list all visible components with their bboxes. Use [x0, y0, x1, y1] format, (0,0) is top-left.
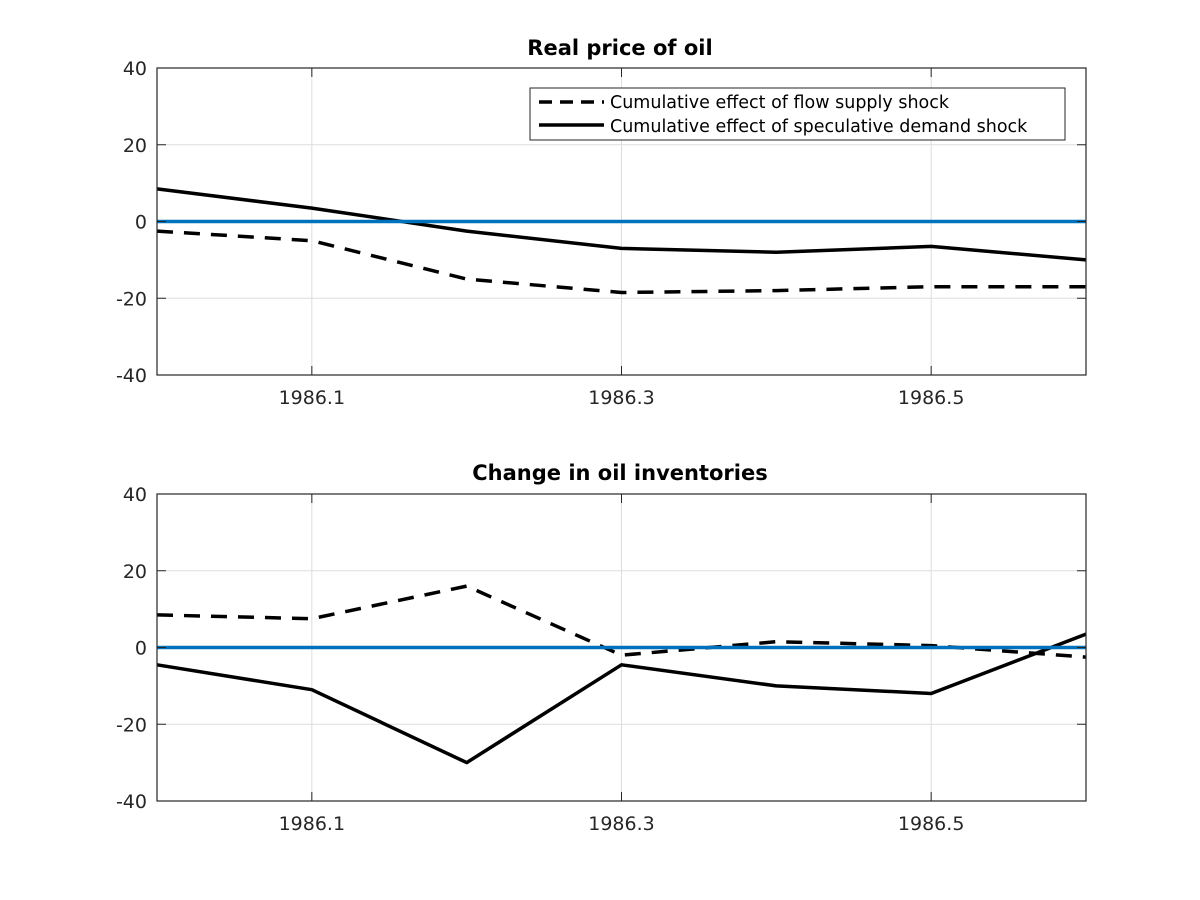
- panel-real-price-of-oil: Real price of oil 1986.1 1986.3 1986.5 -40 -…: [116, 36, 1087, 409]
- legend-label-flow-supply: Cumulative effect of flow supply shock: [610, 93, 950, 113]
- x-tick-label: 1986.3: [588, 387, 654, 409]
- y-tick-label: 0: [135, 212, 147, 234]
- series-line-speculative-demand-shock: [156, 632, 1087, 765]
- chart-title: Real price of oil: [527, 36, 712, 60]
- series-line-speculative-demand-shock: [156, 187, 1087, 262]
- y-tick-label: 40: [123, 58, 147, 80]
- y-tick-label: -20: [116, 288, 147, 310]
- y-tick-label: 40: [123, 484, 147, 506]
- x-tick-label: 1986.5: [898, 813, 964, 835]
- y-tick-label: 0: [135, 638, 147, 660]
- y-tick-label: 20: [123, 135, 147, 157]
- tick-label-layer: 1986.1 1986.3 1986.5 -40 -20 0 20 40: [116, 58, 964, 409]
- tick-label-layer: 1986.1 1986.3 1986.5 -40 -20 0 20 40: [116, 484, 964, 835]
- legend-box: [529, 87, 1066, 141]
- y-tick-label: -20: [116, 714, 147, 736]
- panel-change-in-oil-inventories: Change in oil inventories 1986.1 1986.3 19…: [116, 461, 1087, 835]
- chart-title: Change in oil inventories: [472, 461, 767, 485]
- series-layer: [156, 584, 1087, 765]
- series-line-flow-supply-shock: [156, 584, 1087, 659]
- y-tick-label: 20: [123, 561, 147, 583]
- y-tick-label: -40: [116, 365, 147, 387]
- series-line-flow-supply-shock: [156, 229, 1086, 295]
- tick-layer: [157, 67, 1086, 376]
- x-tick-label: 1986.5: [898, 387, 964, 409]
- x-tick-label: 1986.3: [588, 813, 654, 835]
- y-tick-label: -40: [116, 791, 147, 813]
- x-tick-label: 1986.1: [279, 387, 345, 409]
- legend-label-speculative-demand: Cumulative effect of speculative demand …: [610, 117, 1028, 137]
- series-layer: [156, 187, 1087, 295]
- x-tick-label: 1986.1: [279, 813, 345, 835]
- legend: Cumulative effect of flow supply shock C…: [529, 87, 1066, 141]
- tick-layer: [157, 493, 1086, 802]
